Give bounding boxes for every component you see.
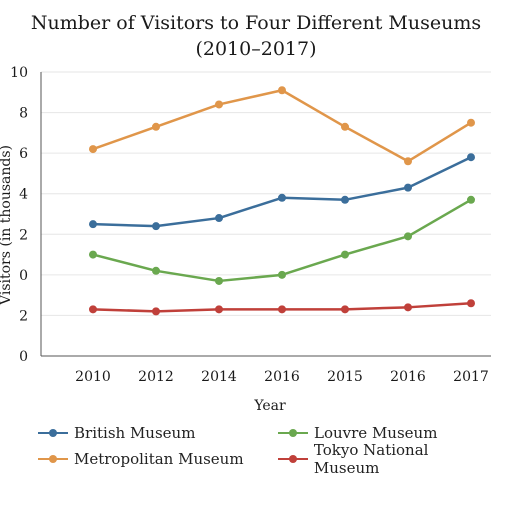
x-axis-label: Year: [253, 398, 286, 414]
series-metropolitan-museum: [89, 86, 475, 166]
grid-lines: [41, 71, 491, 316]
y-tick-label: 2: [19, 308, 28, 324]
axes: [40, 72, 491, 357]
y-tick-label: 10: [10, 65, 28, 81]
legend-item-tokyo-national-museum: Tokyo National Museum: [278, 441, 498, 477]
data-point-british-museum: [215, 214, 223, 223]
series-lines: [89, 86, 475, 316]
x-tick-label: 2014: [201, 369, 237, 385]
data-point-tokyo-national-museum: [341, 305, 349, 314]
series-line-louvre-museum: [92, 198, 472, 283]
data-point-british-museum: [278, 193, 286, 202]
series-line-metropolitan-museum: [92, 89, 472, 163]
y-tick-labels: 0 2 0 2 4 6 8 10: [10, 65, 28, 365]
y-tick-label: 0: [19, 349, 28, 365]
legend-swatch: [278, 424, 308, 442]
data-point-british-museum: [467, 153, 475, 162]
y-tick-label: 2: [19, 227, 28, 243]
data-point-british-museum: [341, 195, 349, 204]
legend-swatch-dot: [49, 429, 57, 437]
legend-swatch: [278, 450, 308, 468]
data-point-metropolitan-museum: [152, 122, 160, 131]
legend-swatch-dot: [289, 429, 297, 437]
legend-label: Tokyo National Museum: [313, 441, 429, 477]
data-point-louvre-museum: [278, 270, 286, 279]
data-point-louvre-museum: [89, 250, 97, 259]
data-point-metropolitan-museum: [404, 157, 412, 166]
chart-subtitle: (2010–2017): [195, 38, 317, 60]
chart-title-block: Number of Visitors to Four Different Mus…: [0, 10, 512, 62]
data-point-tokyo-national-museum: [215, 305, 223, 314]
data-point-metropolitan-museum: [215, 100, 223, 109]
data-point-louvre-museum: [341, 250, 349, 259]
series-louvre-museum: [89, 195, 475, 285]
y-tick-label: 0: [19, 268, 28, 284]
legend-swatch-dot: [289, 455, 297, 463]
data-point-tokyo-national-museum: [152, 307, 160, 316]
x-tick-label: 2017: [453, 369, 489, 385]
series-line-british-museum: [92, 156, 472, 228]
data-point-metropolitan-museum: [278, 86, 286, 95]
y-tick-label: 8: [19, 106, 28, 122]
legend-label: British Museum: [74, 424, 196, 442]
data-point-metropolitan-museum: [89, 145, 97, 154]
legend-item-louvre-museum: Louvre Museum: [278, 424, 498, 442]
legend-swatch: [38, 424, 68, 442]
line-chart: 0 2 0 2 4 6 8 10 2010 2012 2014 2016 2015 2016 2017 V…: [0, 65, 491, 414]
y-tick-label: 4: [19, 187, 28, 203]
series-tokyo-national-museum: [89, 299, 475, 316]
data-point-tokyo-national-museum: [278, 305, 286, 314]
data-point-british-museum: [152, 222, 160, 231]
legend: British Museum Louvre Museum Metropolitan …: [38, 424, 498, 477]
series-british-museum: [89, 153, 475, 231]
chart-title: Number of Visitors to Four Different Mus…: [30, 12, 482, 34]
data-point-tokyo-national-museum: [404, 303, 412, 312]
x-tick-label: 2016: [264, 369, 300, 385]
data-point-british-museum: [89, 220, 97, 229]
x-tick-label: 2012: [138, 369, 174, 385]
legend-swatch-dot: [49, 455, 57, 463]
x-tick-labels: 2010 2012 2014 2016 2015 2016 2017: [75, 369, 489, 385]
x-tick-label: 2015: [327, 369, 363, 385]
data-point-metropolitan-museum: [341, 122, 349, 131]
legend-swatch: [38, 450, 68, 468]
data-point-louvre-museum: [152, 266, 160, 275]
y-tick-label: 6: [19, 146, 28, 162]
legend-item-british-museum: British Museum: [38, 424, 278, 442]
x-tick-label: 2010: [75, 369, 111, 385]
data-point-louvre-museum: [467, 195, 475, 204]
data-point-tokyo-national-museum: [89, 305, 97, 314]
y-axis-label: Visitors (in thousands): [0, 145, 14, 306]
data-point-british-museum: [404, 183, 412, 192]
x-tick-label: 2016: [390, 369, 426, 385]
legend-label: Metropolitan Museum: [74, 450, 244, 468]
data-point-tokyo-national-museum: [467, 299, 475, 308]
legend-label: Louvre Museum: [314, 424, 438, 442]
data-point-louvre-museum: [215, 276, 223, 285]
legend-item-metropolitan-museum: Metropolitan Museum: [38, 450, 278, 468]
data-point-louvre-museum: [404, 232, 412, 241]
data-point-metropolitan-museum: [467, 118, 475, 127]
